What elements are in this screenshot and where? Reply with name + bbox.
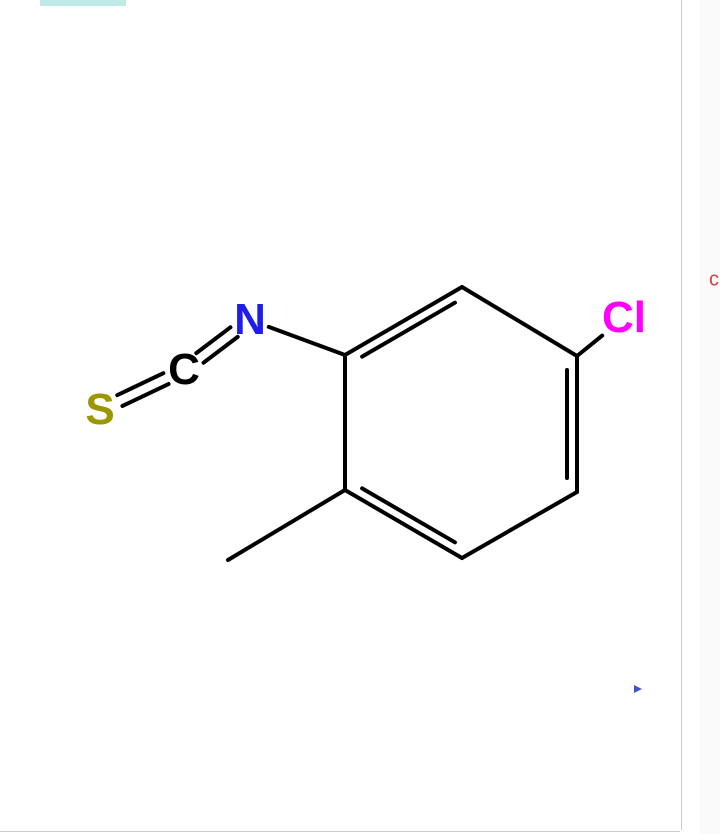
play-triangle-icon	[634, 685, 642, 693]
top-accent-chip	[40, 0, 126, 6]
atom-label-nitrogen: N	[234, 295, 266, 345]
canvas-right-border	[681, 0, 682, 830]
right-margin-strip	[700, 0, 720, 834]
atom-label-sulfur: S	[85, 385, 114, 435]
cropped-red-glyph: c	[709, 269, 719, 292]
atom-label-carbon: C	[168, 345, 200, 395]
canvas-bottom-border	[0, 831, 680, 832]
drawing-canvas: S C N Cl c	[0, 0, 720, 834]
atom-label-chlorine: Cl	[602, 293, 646, 343]
